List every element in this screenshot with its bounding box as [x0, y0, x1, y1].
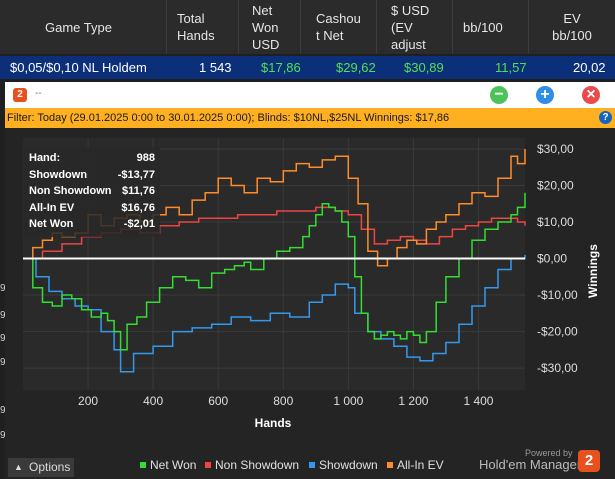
graph-window: 2 -- − + × Filter: Today (29.01.2025 0:0… — [5, 82, 615, 479]
column-header-net-won[interactable]: Net Won USD — [239, 0, 301, 54]
stats-table-header: Game Type Total Hands Net Won USD Cashou… — [0, 0, 615, 54]
caret-up-icon: ▲ — [14, 462, 23, 472]
table-row[interactable]: $0,05/$0,10 NL Holdem 1 543 $17,86 $29,6… — [0, 56, 615, 79]
background-list-edge: 9. — [0, 310, 8, 321]
background-list-edge: 9. — [0, 430, 8, 441]
filter-bar: Filter: Today (29.01.2025 0:00 to 30.01.… — [5, 108, 615, 128]
column-header-total-hands[interactable]: Total Hands — [167, 0, 239, 54]
x-tick-label: 200 — [78, 394, 98, 408]
x-tick-label: 1 000 — [333, 394, 363, 408]
x-tick-label: 800 — [273, 394, 293, 408]
column-header-ev-bb-per-100[interactable]: EV bb/100 — [529, 0, 615, 54]
column-header-label: Total Hands — [177, 11, 215, 43]
column-header-bb-per-100[interactable]: bb/100 — [453, 0, 529, 54]
y-tick-label: $20,00 — [537, 178, 574, 192]
x-tick-label: 1 400 — [463, 394, 493, 408]
legend-swatch — [205, 462, 211, 468]
cell-usd-ev-adjusted: $30,89 — [404, 60, 444, 75]
hover-stats-panel: Hand: 988 Showdown -$13,77 Non Showdown $11… — [22, 147, 160, 237]
column-header-label: Net Won USD — [252, 2, 280, 52]
options-label: Options — [29, 460, 71, 474]
column-header-label: Game Type — [45, 19, 112, 35]
brand-name: Hold'em Manager — [479, 457, 582, 472]
legend-item-non-showdown[interactable]: Non Showdown — [205, 458, 299, 472]
cell-total-hands: 1 543 — [199, 60, 232, 75]
window-titlebar[interactable]: 2 -- − + × — [5, 82, 615, 108]
help-icon[interactable]: ? — [599, 111, 612, 124]
powered-by-text: Powered by — [525, 448, 573, 458]
cell-cashout-net: $29,62 — [336, 60, 376, 75]
background-list-edge: 9. — [0, 333, 8, 344]
x-tick-label: 600 — [208, 394, 228, 408]
window-title: -- — [35, 88, 42, 99]
column-header-cashout-net[interactable]: Cashou t Net — [301, 0, 377, 54]
maximize-button[interactable]: + — [536, 86, 554, 104]
column-header-label: Cashou t Net — [316, 11, 361, 43]
options-button[interactable]: ▲ Options — [8, 458, 74, 477]
y-tick-label: $10,00 — [537, 215, 574, 229]
column-header-label: bb/100 — [463, 19, 503, 35]
y-tick-label: -$30,00 — [537, 361, 578, 375]
close-button[interactable]: × — [582, 86, 600, 104]
column-header-label: EV bb/100 — [552, 11, 592, 43]
legend-item-net-won[interactable]: Net Won — [140, 458, 196, 472]
y-tick-label: -$20,00 — [537, 325, 578, 339]
minimize-button[interactable]: − — [490, 86, 508, 104]
cell-net-won: $17,86 — [261, 60, 301, 75]
column-header-usd-ev-adjusted[interactable]: $ USD (EV adjust — [377, 0, 453, 54]
legend-swatch — [309, 462, 315, 468]
y-tick-label: $0,00 — [537, 252, 567, 266]
legend-item-allin-ev[interactable]: All-In EV — [387, 458, 444, 472]
legend-item-showdown[interactable]: Showdown — [309, 458, 378, 472]
legend-swatch — [387, 462, 393, 468]
legend-swatch — [140, 462, 146, 468]
cell-bb-per-100: 11,57 — [495, 60, 527, 75]
x-axis-label: Hands — [255, 416, 292, 430]
cell-ev-bb-per-100: 20,02 — [573, 60, 606, 75]
background-list-edge: 9. — [0, 283, 8, 294]
app-logo-icon: 2 — [13, 88, 27, 102]
series-showdown — [23, 254, 526, 373]
x-tick-label: 400 — [143, 394, 163, 408]
filter-text: Filter: Today (29.01.2025 0:00 to 30.01.… — [7, 112, 450, 124]
cell-game-type: $0,05/$0,10 NL Holdem — [10, 60, 147, 75]
column-header-label: $ USD (EV adjust — [391, 2, 430, 52]
background-list-edge: 9. — [0, 405, 8, 416]
hm-logo-icon: 2 — [578, 450, 600, 472]
y-tick-label: -$10,00 — [537, 288, 578, 302]
y-axis-label: Winnings — [586, 244, 600, 298]
x-tick-label: 1 200 — [398, 394, 428, 408]
background-list-edge: 9. — [0, 357, 8, 368]
y-tick-label: $30,00 — [537, 142, 574, 156]
series-net-won — [23, 192, 526, 351]
column-header-game-type[interactable]: Game Type — [0, 0, 167, 54]
